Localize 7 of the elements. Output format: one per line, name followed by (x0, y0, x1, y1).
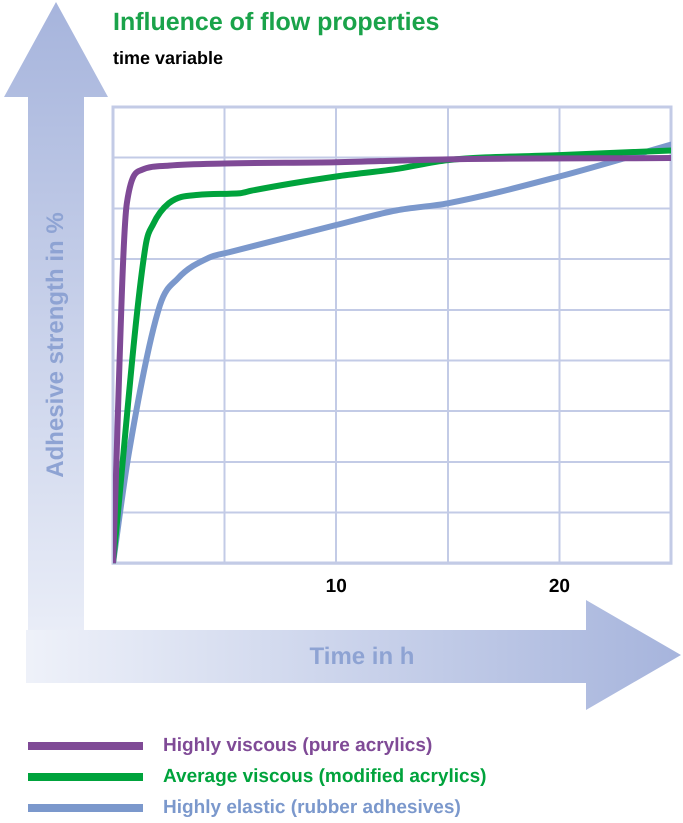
text: Highly elastic (rubber adhesives) (163, 796, 461, 818)
text: Average viscous (modified acrylics) (163, 766, 486, 788)
chart-title: Influence of flow properties (113, 8, 440, 37)
text: Highly viscous (pure acrylics) (163, 734, 432, 756)
chart-subtitle: time variable (113, 48, 224, 69)
x-tick-label: 10 (326, 576, 347, 597)
x-tick-label: 20 (548, 576, 570, 597)
